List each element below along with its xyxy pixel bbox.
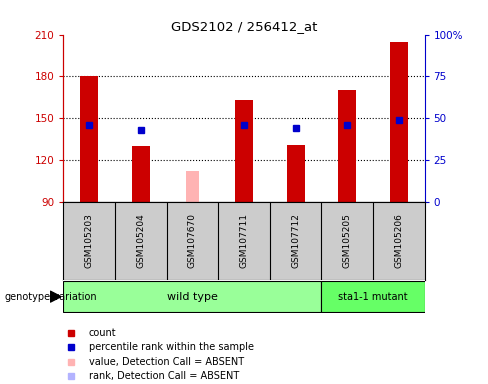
Bar — [186, 171, 199, 202]
Text: wild type: wild type — [167, 291, 218, 302]
Text: GSM107711: GSM107711 — [240, 214, 248, 268]
Bar — [286, 144, 305, 202]
Bar — [132, 146, 150, 202]
Bar — [338, 90, 356, 202]
Bar — [390, 41, 408, 202]
Text: genotype/variation: genotype/variation — [5, 291, 98, 302]
Title: GDS2102 / 256412_at: GDS2102 / 256412_at — [171, 20, 317, 33]
Bar — [322, 281, 425, 312]
Text: GSM105206: GSM105206 — [394, 214, 403, 268]
Text: value, Detection Call = ABSENT: value, Detection Call = ABSENT — [89, 357, 244, 367]
Text: GSM107712: GSM107712 — [291, 214, 300, 268]
Text: GSM107670: GSM107670 — [188, 214, 197, 268]
Text: sta1-1 mutant: sta1-1 mutant — [338, 291, 408, 302]
Bar — [235, 100, 253, 202]
Text: count: count — [89, 328, 116, 338]
Bar — [80, 76, 98, 202]
Bar — [63, 281, 322, 312]
Text: percentile rank within the sample: percentile rank within the sample — [89, 342, 254, 353]
Text: GSM105204: GSM105204 — [136, 214, 145, 268]
Text: rank, Detection Call = ABSENT: rank, Detection Call = ABSENT — [89, 371, 239, 381]
Polygon shape — [50, 291, 61, 302]
Text: GSM105205: GSM105205 — [343, 214, 352, 268]
Text: GSM105203: GSM105203 — [85, 214, 94, 268]
